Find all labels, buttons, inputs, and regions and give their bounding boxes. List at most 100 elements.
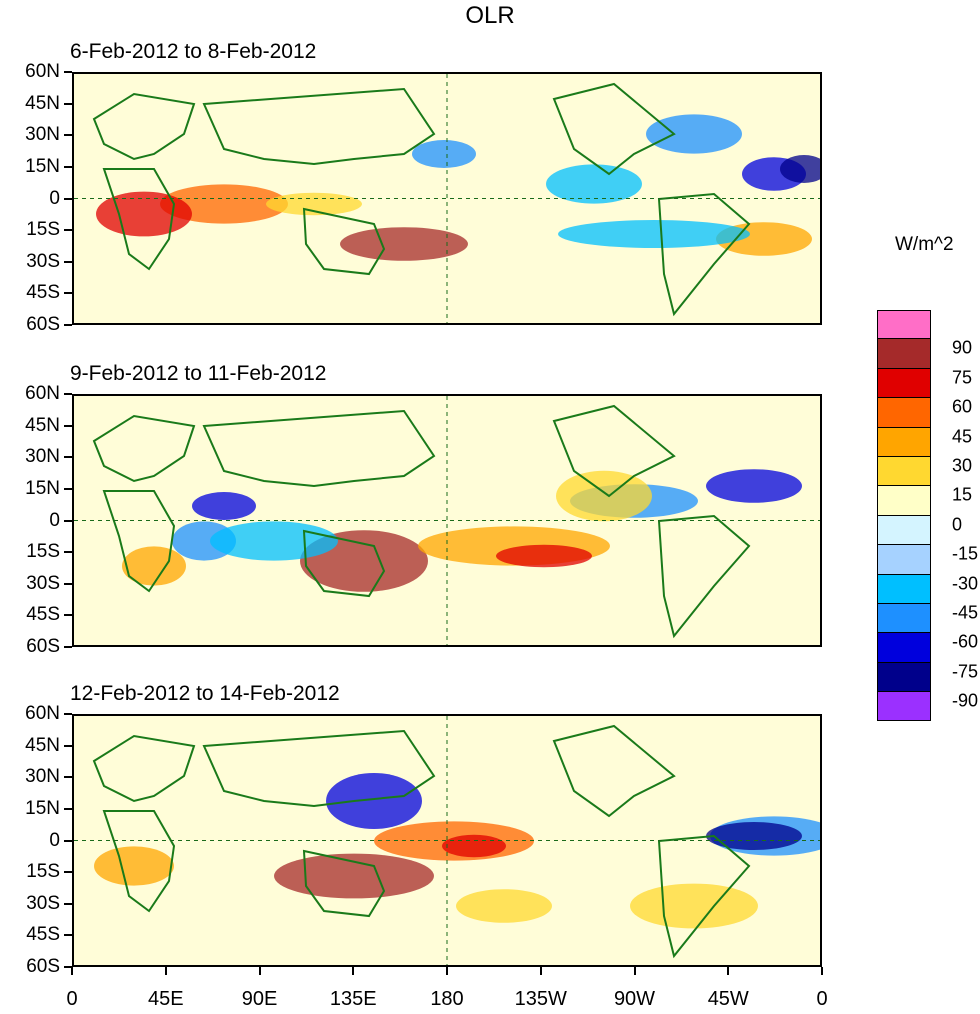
longitude-tick — [633, 967, 636, 975]
panel-1-title: 6-Feb-2012 to 8-Feb-2012 — [70, 40, 317, 63]
latitude-label: 30N — [25, 124, 60, 146]
longitude-tick — [821, 967, 823, 975]
coastline — [202, 729, 436, 808]
latitude-tick — [64, 424, 72, 427]
colorbar-label: -75 — [952, 661, 979, 682]
olr-anomaly-blob — [340, 227, 468, 261]
olr-anomaly-blob — [558, 220, 750, 248]
latitude-label: 30N — [25, 446, 60, 468]
colorbar-swatch — [877, 545, 931, 575]
latitude-label: 60S — [26, 636, 60, 657]
coastline — [102, 810, 176, 913]
latitude-label: 0 — [49, 829, 60, 851]
longitude-label: 90E — [241, 988, 278, 1010]
latitude-label: 45N — [25, 734, 60, 756]
latitude-tick — [64, 807, 72, 810]
colorbar-units: W/m^2 — [895, 234, 954, 255]
colorbar-label: -90 — [952, 690, 979, 711]
colorbar-swatch — [877, 692, 931, 722]
coastline — [92, 92, 196, 161]
olr-anomaly-blob — [274, 853, 434, 899]
panel-2-title: 9-Feb-2012 to 11-Feb-2012 — [70, 362, 327, 385]
coastline — [657, 834, 751, 959]
longitude-label: 45W — [707, 988, 749, 1010]
longitude-label: 0 — [66, 988, 78, 1010]
colorbar-swatch — [877, 368, 931, 399]
colorbar — [877, 310, 931, 722]
figure-title: OLR — [465, 2, 515, 29]
olr-anomaly-blob — [122, 546, 186, 586]
coastline — [657, 192, 751, 317]
longitude-tick — [727, 967, 730, 975]
latitude-tick — [64, 519, 72, 522]
longitude-label: 45E — [147, 988, 184, 1010]
latitude-label: 45S — [26, 282, 60, 304]
latitude-tick — [64, 713, 72, 715]
latitude-tick — [64, 324, 72, 326]
olr-anomaly-blob — [556, 470, 652, 522]
latitude-tick — [64, 966, 72, 968]
latitude-label: 45N — [25, 92, 60, 114]
latitude-tick — [64, 744, 72, 747]
latitude-tick — [64, 551, 72, 554]
latitude-label: 30S — [26, 250, 60, 272]
latitude-tick — [64, 292, 72, 295]
olr-anomaly-blob — [630, 883, 758, 929]
latitude-tick — [64, 229, 72, 232]
longitude-label: 0 — [816, 988, 828, 1010]
coastline — [552, 82, 676, 176]
colorbar-label: -30 — [952, 573, 979, 594]
latitude-label: 15S — [26, 219, 60, 241]
latitude-tick — [64, 165, 72, 168]
colorbar-swatch — [877, 603, 931, 634]
colorbar-swatch — [877, 456, 931, 487]
olr-anomaly-blob — [192, 492, 256, 520]
latitude-tick — [64, 614, 72, 617]
panel-3-title: 12-Feb-2012 to 14-Feb-2012 — [70, 682, 340, 705]
colorbar-swatch — [877, 633, 931, 663]
longitude-tick — [71, 967, 73, 975]
olr-anomaly-blob — [706, 469, 802, 503]
longitude-tick — [258, 967, 261, 975]
latitude-tick — [64, 71, 72, 73]
latitude-label: 15N — [25, 155, 60, 177]
map-panel-3 — [72, 714, 822, 967]
colorbar-swatch — [877, 339, 931, 369]
olr-field-2 — [74, 396, 820, 645]
olr-anomaly-blob — [546, 164, 642, 204]
latitude-label: 45N — [25, 414, 60, 436]
latitude-label: 60N — [25, 61, 60, 82]
olr-anomaly-blob — [326, 773, 422, 829]
colorbar-label: 90 — [952, 337, 973, 358]
longitude-tick — [352, 967, 355, 975]
latitude-label: 45S — [26, 604, 60, 626]
latitude-tick — [64, 456, 72, 459]
coastline — [102, 490, 176, 593]
map-panel-2 — [72, 394, 822, 647]
latitude-label: 0 — [49, 187, 60, 209]
colorbar-swatch — [877, 486, 931, 516]
latitude-tick — [64, 260, 72, 263]
colorbar-label: 0 — [952, 514, 963, 535]
latitude-label: 45S — [26, 924, 60, 946]
latitude-tick — [64, 871, 72, 874]
olr-anomaly-blob — [412, 140, 476, 168]
latitude-tick — [64, 197, 72, 200]
longitude-label: 135E — [329, 988, 377, 1010]
colorbar-label: -45 — [952, 602, 979, 623]
olr-anomaly-blob — [160, 184, 288, 224]
olr-anomaly-blob — [96, 191, 192, 237]
colorbar-label: 15 — [952, 484, 973, 505]
coastline — [92, 734, 196, 803]
olr-anomaly-blob — [706, 822, 802, 850]
latitude-tick — [64, 134, 72, 137]
olr-anomaly-blob — [456, 889, 552, 923]
latitude-tick — [64, 582, 72, 585]
latitude-tick — [64, 393, 72, 395]
colorbar-label: 60 — [952, 396, 973, 417]
latitude-label: 60S — [26, 314, 60, 335]
latitude-label: 15S — [26, 541, 60, 563]
map-panel-1 — [72, 72, 822, 325]
latitude-label: 60N — [25, 383, 60, 404]
latitude-label: 60N — [25, 703, 60, 724]
